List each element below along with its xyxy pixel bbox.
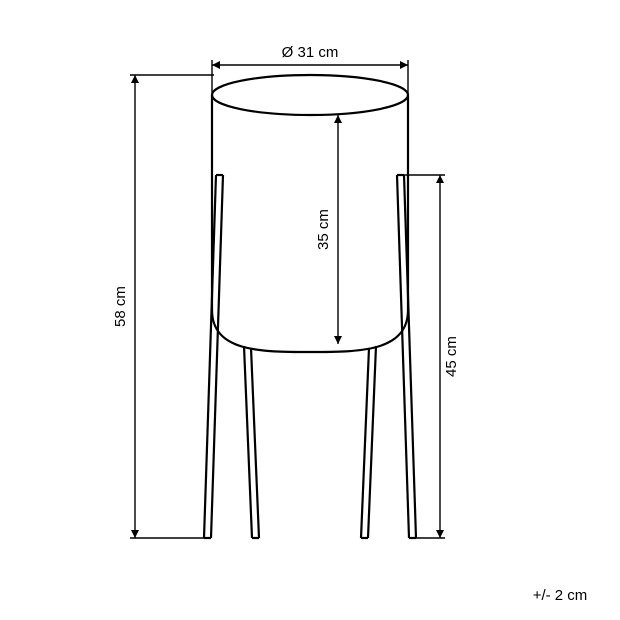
leg-front-left	[204, 175, 216, 538]
dim-label-leg-height: 45 cm	[443, 336, 460, 377]
dimension-diagram: Ø 31 cm 58 cm 35 cm 45 cm +/- 2 cm	[0, 0, 620, 620]
leg-front-right	[404, 175, 416, 538]
leg-rear-right	[368, 346, 376, 538]
dim-label-diameter: Ø 31 cm	[282, 44, 339, 61]
dim-label-inner-depth: 35 cm	[315, 209, 332, 250]
leg-rear-left	[244, 346, 252, 538]
pot-bottom	[212, 310, 408, 352]
tolerance-label: +/- 2 cm	[533, 587, 588, 604]
dim-label-total-height: 58 cm	[112, 286, 129, 327]
pot-rim	[212, 75, 408, 115]
